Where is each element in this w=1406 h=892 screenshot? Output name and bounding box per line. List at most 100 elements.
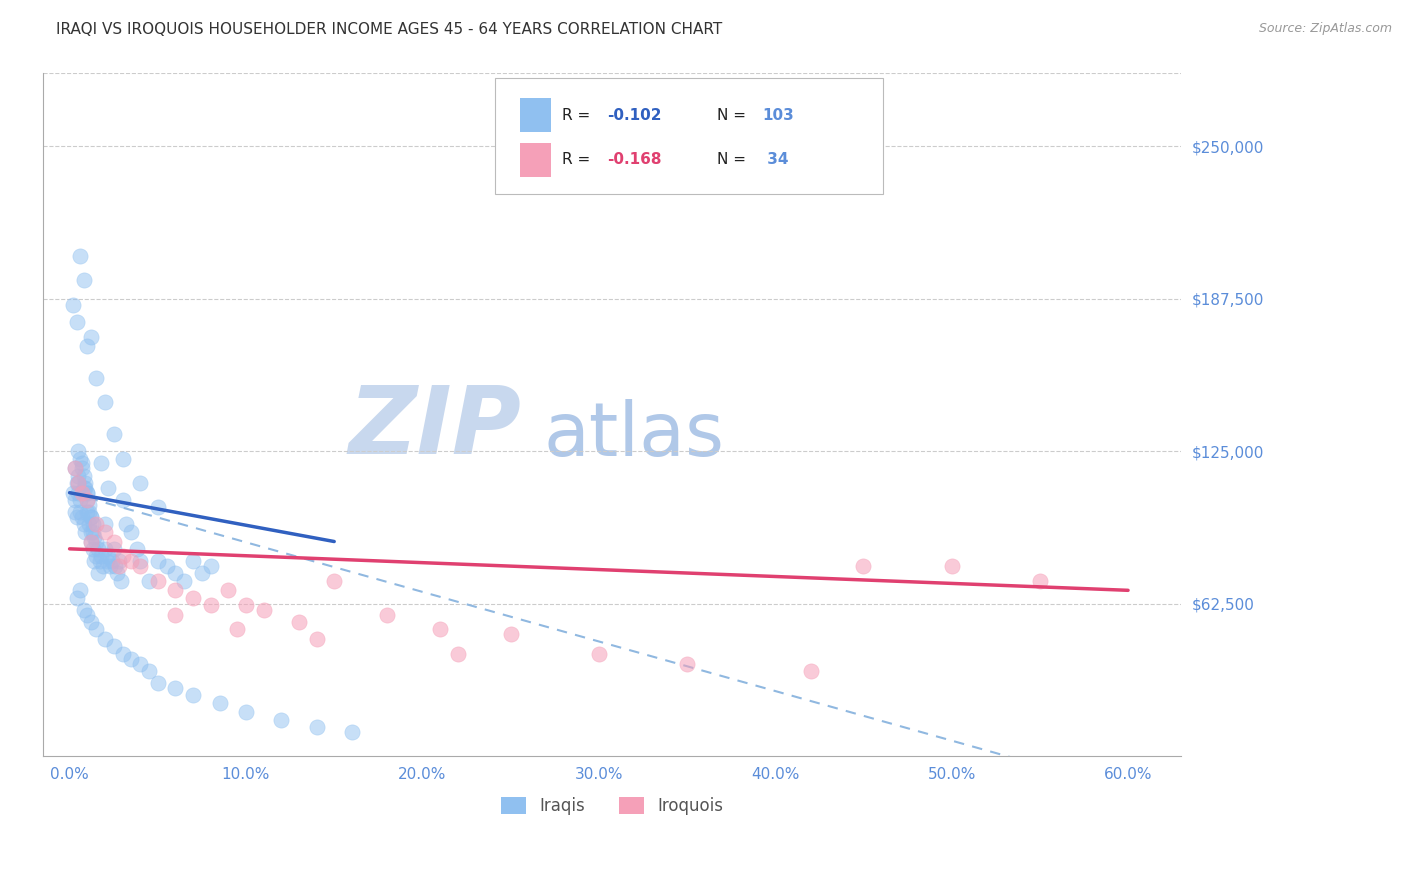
Point [103,427,125,442]
Point [82,517,104,532]
Point [63,505,86,519]
Point [217,583,239,598]
Text: ZIP: ZIP [349,383,522,475]
Point [70,461,93,475]
Point [588,647,610,661]
Point [191,566,214,581]
Point [94,395,117,409]
Point [70,510,93,524]
Point [120,554,142,568]
Point [69,493,91,508]
Point [96,554,118,568]
Point [305,720,328,734]
Point [94,632,117,647]
Point [66,475,89,490]
Point [80,534,103,549]
Point [146,554,169,568]
Point [75,481,97,495]
Point [63,461,86,475]
Point [235,706,257,720]
Point [120,651,142,665]
Point [84,534,107,549]
Text: N =: N = [717,153,751,167]
Point [75,524,97,539]
Point [108,558,131,573]
Point [111,493,134,508]
Point [97,481,120,495]
Point [73,603,96,617]
Point [375,607,398,622]
Point [66,510,89,524]
Point [138,664,160,678]
Point [67,468,90,483]
Point [69,505,91,519]
Point [80,510,103,524]
Point [76,339,98,353]
Point [76,485,98,500]
Text: R =: R = [562,153,596,167]
Point [75,475,97,490]
Point [73,481,96,495]
Point [125,541,148,556]
Point [73,273,96,287]
Point [111,647,134,661]
Point [120,524,142,539]
Point [181,554,204,568]
Point [76,607,98,622]
Point [676,657,699,671]
Text: 103: 103 [762,108,794,122]
Point [97,549,120,563]
Point [129,657,152,671]
Point [80,329,103,343]
Text: 34: 34 [762,153,789,167]
Point [103,534,125,549]
Text: -0.102: -0.102 [607,108,662,122]
Point [103,541,125,556]
Point [165,583,187,598]
Point [129,475,152,490]
Point [87,541,110,556]
Point [235,598,257,612]
Point [94,517,117,532]
Point [70,485,93,500]
Point [91,558,114,573]
Point [87,566,110,581]
Point [69,451,91,466]
Point [155,558,177,573]
Point [63,461,86,475]
Point [941,558,963,573]
Point [76,493,98,508]
Point [429,623,451,637]
Point [253,603,276,617]
Point [67,485,90,500]
Text: IRAQI VS IROQUOIS HOUSEHOLDER INCOME AGES 45 - 64 YEARS CORRELATION CHART: IRAQI VS IROQUOIS HOUSEHOLDER INCOME AGE… [56,22,723,37]
Point [67,475,90,490]
Point [73,517,96,532]
Point [67,444,90,458]
Point [101,554,124,568]
Point [323,574,346,588]
Point [62,485,84,500]
Point [208,696,231,710]
Point [76,505,98,519]
Point [80,534,103,549]
Point [226,623,249,637]
Point [103,640,125,654]
Point [165,681,187,695]
Point [200,598,222,612]
Point [73,468,96,483]
Point [146,500,169,515]
Point [80,524,103,539]
Text: atlas: atlas [544,399,724,472]
Point [138,574,160,588]
Point [173,574,195,588]
Point [77,505,100,519]
Point [447,647,470,661]
Text: -0.168: -0.168 [607,153,662,167]
Point [111,451,134,466]
Point [90,457,112,471]
Point [84,517,107,532]
Point [305,632,328,647]
Point [69,583,91,598]
Point [83,530,105,544]
